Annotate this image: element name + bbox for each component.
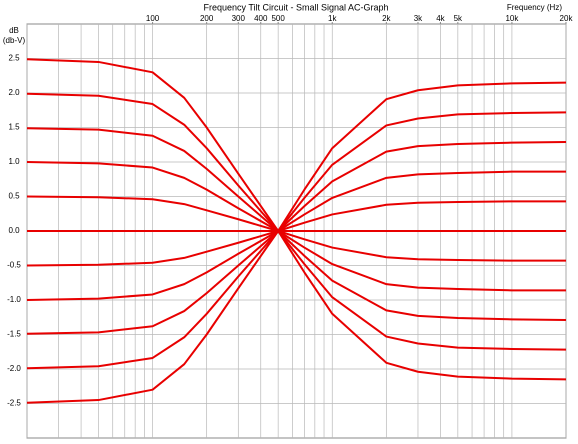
curve [26,58,567,381]
x-tick-label: 1k [328,14,337,23]
y-tick-label: -1.5 [7,330,21,339]
y-tick-label: 1.0 [8,157,20,166]
x-tick-label: 20k [560,14,574,23]
y-tick-label: 2.0 [8,88,20,97]
x-axis-label: Frequency (Hz) [507,3,562,12]
x-tick-label: 10k [505,14,519,23]
chart-title: Frequency Tilt Circuit - Small Signal AC… [203,2,388,12]
y-axis-unit: (db-V) [3,36,26,45]
x-tick-label: 500 [271,14,285,23]
x-tick-label: 3k [414,14,423,23]
x-tick-label: 2k [382,14,391,23]
curve [26,161,566,292]
y-tick-label: 0.5 [8,192,20,201]
y-axis-label: dB [9,26,19,35]
curve [26,140,567,335]
y-tick-label: 1.5 [8,123,20,132]
y-tick-label: -0.5 [7,261,21,270]
y-tick-label: 2.5 [8,54,20,63]
curve [26,92,567,351]
curve [26,200,566,267]
y-tick-label: -2.0 [7,364,21,373]
x-tick-label: 400 [254,14,268,23]
y-tick-label: -2.5 [7,399,21,408]
y-tick-label: -1.0 [7,295,21,304]
x-tick-label: 100 [146,14,160,23]
curve [26,111,567,370]
x-tick-label: 200 [200,14,214,23]
y-tick-label: 0.0 [8,226,20,235]
curve [26,127,567,322]
x-tick-label: 4k [436,14,445,23]
curve [26,81,567,404]
x-tick-label: 300 [232,14,246,23]
x-tick-label: 5k [454,14,463,23]
curve [26,195,566,262]
curve [26,170,566,301]
